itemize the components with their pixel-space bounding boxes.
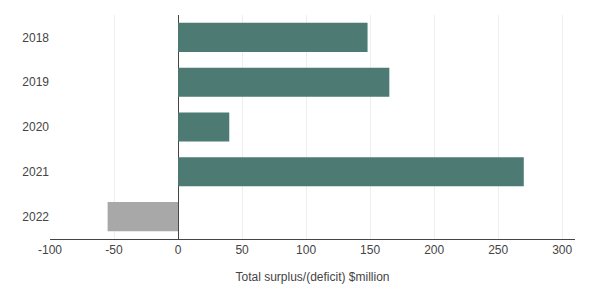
svg-text:100: 100 (296, 243, 316, 257)
svg-text:2019: 2019 (22, 75, 49, 89)
svg-text:150: 150 (360, 243, 380, 257)
svg-text:Total surplus/(deficit) $milli: Total surplus/(deficit) $million (235, 270, 389, 284)
svg-text:2020: 2020 (22, 120, 49, 134)
svg-text:2018: 2018 (22, 31, 49, 45)
svg-text:-50: -50 (105, 243, 123, 257)
svg-text:2021: 2021 (22, 165, 49, 179)
svg-text:2022: 2022 (22, 210, 49, 224)
svg-text:250: 250 (488, 243, 508, 257)
svg-text:200: 200 (424, 243, 444, 257)
svg-text:-100: -100 (38, 243, 62, 257)
svg-text:0: 0 (175, 243, 182, 257)
svg-text:300: 300 (552, 243, 572, 257)
svg-text:50: 50 (235, 243, 249, 257)
